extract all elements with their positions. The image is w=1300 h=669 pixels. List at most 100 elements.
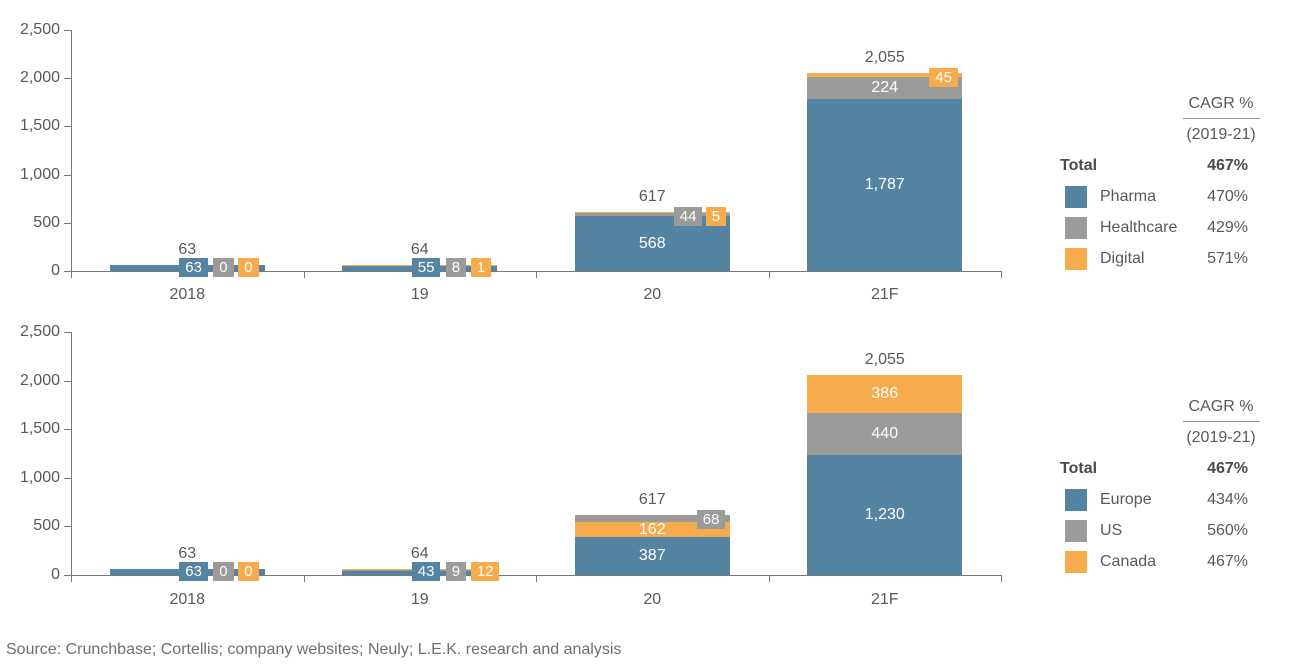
y-tick-label: 1,500 bbox=[19, 117, 60, 135]
legend-label-digital: Digital bbox=[1100, 250, 1145, 267]
segment-label-box-pharma: 63 bbox=[179, 258, 208, 277]
legend-swatch-healthcare bbox=[1065, 217, 1087, 239]
bar-total-label: 64 bbox=[410, 240, 429, 258]
category-label: 20 bbox=[643, 591, 662, 608]
segment-label-box-healthcare: 0 bbox=[213, 258, 234, 277]
bar-segment-pharma bbox=[807, 98, 963, 271]
category-label: 2018 bbox=[169, 286, 206, 303]
segment-label-box-digital: 1 bbox=[470, 258, 492, 277]
legend-total-value: 467% bbox=[1207, 157, 1248, 174]
legend-swatch-europe bbox=[1065, 489, 1087, 511]
y-tick-label: 2,000 bbox=[19, 69, 60, 87]
bar-total-label: 63 bbox=[178, 240, 197, 258]
y-tick-label: 1,000 bbox=[19, 468, 60, 486]
y-tick bbox=[64, 526, 71, 528]
segment-label-box-canada: 12 bbox=[470, 562, 500, 581]
segment-label-box-us: 9 bbox=[445, 562, 467, 581]
legend-total-label: Total bbox=[1060, 157, 1098, 174]
segment-label-canada: 162 bbox=[638, 520, 666, 538]
bar-total-label: 64 bbox=[410, 544, 429, 562]
y-tick-label: 0 bbox=[51, 566, 60, 583]
legend-label-healthcare: Healthcare bbox=[1100, 219, 1178, 236]
x-axis-tick bbox=[303, 271, 305, 278]
bar-total-label: 2,055 bbox=[864, 48, 905, 66]
x-axis-tick bbox=[536, 575, 537, 582]
legend-cagr-header: CAGR % bbox=[1188, 95, 1254, 112]
y-tick bbox=[64, 332, 71, 333]
legend-label-us: US bbox=[1100, 522, 1123, 539]
legend-total-label: Total bbox=[1060, 460, 1098, 477]
bar-segment-canada bbox=[807, 375, 963, 413]
y-tick bbox=[64, 222, 71, 224]
y-tick-label: 1,000 bbox=[19, 165, 60, 183]
bar-total-label: 2,055 bbox=[864, 351, 905, 369]
legend-value-digital: 571% bbox=[1207, 250, 1248, 267]
legend-cagr-subheader: (2019-21) bbox=[1186, 126, 1256, 143]
bar-segment-europe bbox=[574, 537, 730, 575]
y-tick bbox=[64, 174, 71, 176]
y-tick-label: 500 bbox=[33, 213, 60, 231]
segment-label-box-us: 0 bbox=[213, 562, 234, 581]
segment-label-box-pharma: 55 bbox=[411, 258, 441, 277]
y-tick bbox=[64, 380, 71, 382]
bar-total-label: 63 bbox=[178, 544, 197, 562]
segment-label-box-digital: 5 bbox=[705, 206, 727, 226]
legend-value-us: 560% bbox=[1207, 522, 1248, 539]
segment-label-europe: 1,230 bbox=[864, 506, 905, 524]
x-axis-tick bbox=[1001, 271, 1002, 278]
legend-value-healthcare: 429% bbox=[1207, 219, 1248, 236]
legend-label-pharma: Pharma bbox=[1100, 188, 1157, 205]
x-axis-tick bbox=[303, 575, 305, 582]
y-tick-label: 2,500 bbox=[19, 323, 60, 340]
segment-label-pharma: 568 bbox=[638, 234, 666, 252]
x-axis-tick bbox=[1001, 575, 1002, 582]
segment-label-healthcare: 224 bbox=[871, 78, 899, 96]
segment-label-box-healthcare: 8 bbox=[445, 258, 467, 277]
legend-swatch-canada bbox=[1065, 551, 1087, 573]
y-tick-label: 2,000 bbox=[19, 371, 60, 389]
segment-label-pharma: 1,787 bbox=[864, 175, 905, 193]
legend-label-canada: Canada bbox=[1100, 553, 1157, 570]
y-tick-label: 500 bbox=[33, 517, 60, 535]
x-axis-tick bbox=[768, 271, 770, 278]
y-tick bbox=[64, 429, 71, 431]
x-axis-tick bbox=[536, 271, 537, 278]
y-tick-label: 0 bbox=[51, 262, 60, 279]
segment-label-europe: 387 bbox=[638, 547, 666, 565]
segment-label-box-us: 68 bbox=[696, 510, 726, 530]
legend-value-pharma: 470% bbox=[1207, 188, 1248, 205]
bar-total-label: 617 bbox=[638, 491, 666, 509]
legend-cagr-subheader: (2019-21) bbox=[1186, 429, 1256, 446]
segment-label-us: 440 bbox=[871, 425, 899, 443]
segment-label-box-healthcare: 44 bbox=[673, 206, 703, 226]
y-tick bbox=[64, 30, 71, 31]
category-label: 21F bbox=[870, 591, 899, 608]
segment-label-box-europe: 43 bbox=[411, 562, 441, 581]
segment-label-box-digital: 0 bbox=[238, 258, 259, 277]
bar-segment-healthcare bbox=[807, 77, 963, 99]
legend-value-europe: 434% bbox=[1207, 491, 1248, 508]
segment-label-box-europe: 63 bbox=[179, 562, 208, 581]
legend-divider bbox=[1183, 421, 1260, 422]
bar-segment-europe bbox=[807, 455, 963, 575]
x-axis-tick bbox=[71, 575, 72, 582]
bar-segment-us bbox=[807, 412, 963, 456]
category-label: 19 bbox=[410, 286, 429, 303]
category-label: 2018 bbox=[169, 591, 206, 608]
y-tick bbox=[64, 126, 71, 128]
y-tick-label: 2,500 bbox=[19, 21, 60, 38]
y-axis-line bbox=[71, 30, 72, 272]
segment-label-box-canada: 0 bbox=[238, 562, 259, 581]
bar-segment-us bbox=[574, 515, 730, 522]
segment-label-box-digital: 45 bbox=[929, 67, 958, 87]
category-label: 20 bbox=[643, 286, 662, 303]
y-axis-line bbox=[71, 332, 72, 576]
category-label: 21F bbox=[870, 286, 899, 303]
y-tick bbox=[64, 271, 71, 272]
y-tick bbox=[64, 78, 71, 80]
bar-segment-canada bbox=[574, 521, 730, 538]
bar-segment-healthcare bbox=[574, 212, 730, 217]
legend-value-canada: 467% bbox=[1207, 553, 1248, 570]
category-label: 19 bbox=[410, 591, 429, 608]
x-axis-tick bbox=[71, 271, 72, 278]
